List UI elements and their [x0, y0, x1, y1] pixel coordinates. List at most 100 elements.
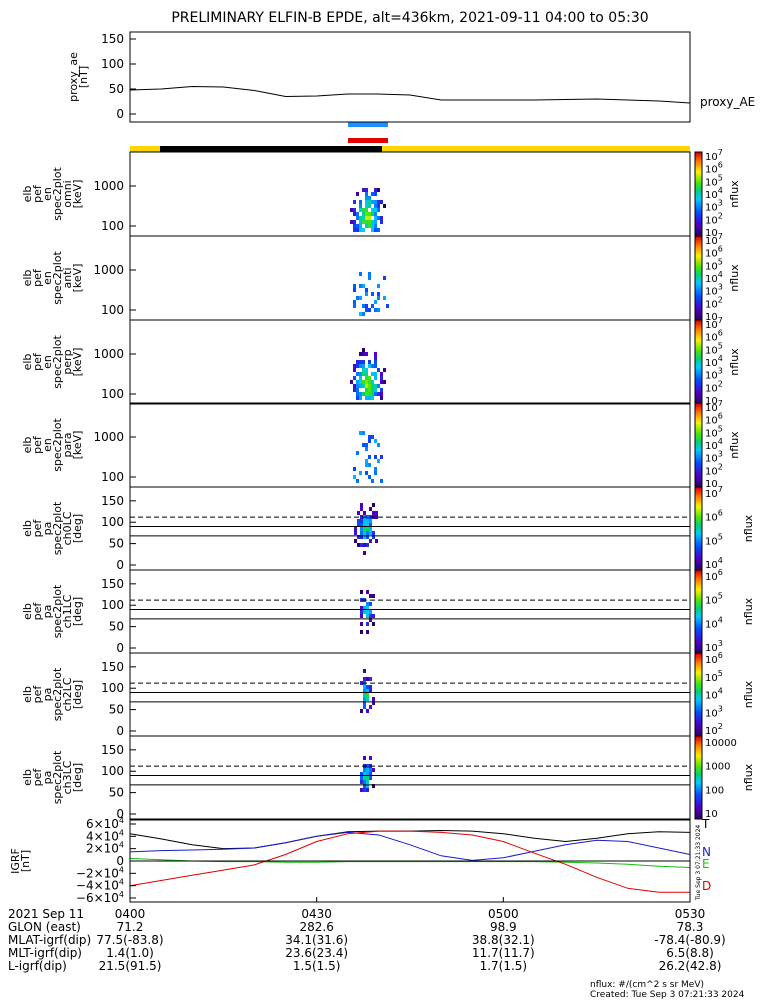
pitch-angle-frame [129, 652, 691, 737]
bfield-tick-label: 0 [116, 854, 124, 868]
spectrogram-cell [365, 463, 368, 467]
axis-label-line: elb [21, 270, 34, 287]
spectrogram-cell [383, 204, 386, 208]
spectrogram-cell [359, 284, 362, 288]
axis-label-line: [keV] [71, 431, 84, 460]
spectrogram-cell [368, 475, 371, 479]
axis-label-line: pef [31, 602, 44, 621]
spectrogram-cell [362, 284, 365, 288]
pitch-angle-cell [366, 602, 369, 606]
spectrogram-cell [362, 304, 365, 308]
colorbar-tick-label: 106 [705, 568, 723, 583]
spectrogram-cell [371, 396, 374, 400]
colorbar-cell [695, 665, 702, 669]
pitch-angle-cell [375, 539, 378, 543]
colorbar-cell [695, 794, 702, 797]
bfield-tick-label: −2×104 [76, 865, 124, 880]
colorbar-cell [695, 532, 702, 536]
spectrogram-cell [371, 372, 374, 376]
date-label: 2021 Sep 11 [8, 907, 84, 921]
colorbar-cell [695, 370, 702, 373]
pitch-angle-cell [369, 756, 372, 760]
colorbar-cell [695, 592, 702, 596]
spectrogram-cell [353, 364, 356, 368]
pitch-angle-cell [369, 685, 372, 689]
pitch-angle-cell [369, 705, 372, 709]
axis-label-line: [keV] [71, 180, 84, 209]
spectrogram-cell [359, 200, 362, 204]
spectrogram-cell [362, 392, 365, 396]
pitch-angle-cell [369, 776, 372, 780]
spectrogram-cell [356, 212, 359, 216]
spectrogram-cell [359, 228, 362, 232]
spectrogram-cell [374, 192, 377, 196]
colorbar-tick-label: 103 [705, 367, 723, 382]
colorbar-cell [695, 789, 702, 793]
colorbar-cell [695, 206, 702, 210]
colorbar-cell [695, 758, 702, 762]
ephemeris-value: 77.5(-83.8) [96, 933, 163, 947]
colorbar [694, 402, 703, 488]
pitch-angle-cell [363, 776, 366, 780]
colorbar-cell [695, 713, 702, 716]
colorbar-cell [695, 482, 702, 486]
time-tick-label: 0500 [488, 907, 519, 921]
pitch-angle-cell [372, 531, 375, 535]
ephemeris-value: 26.2(42.8) [659, 959, 722, 973]
colorbar-cell [695, 777, 702, 781]
spectrogram-cell [359, 364, 362, 368]
colorbar-cell [695, 385, 702, 388]
colorbar-cell [695, 309, 702, 313]
colorbar-cell [695, 727, 702, 731]
pitch-angle-tick-label: 150 [101, 494, 124, 508]
pitch-angle-tick-label: 150 [101, 743, 124, 757]
spectrogram-cell [356, 479, 359, 483]
spectrogram-frame [129, 235, 691, 321]
ephemeris-value: 6.5(8.8) [666, 946, 714, 960]
colorbar-tick-label: 105 [705, 592, 723, 607]
colorbar-cell [695, 644, 702, 648]
axis-label-line: proxy_ae [67, 52, 80, 102]
colorbar-cell [695, 586, 702, 590]
colorbar-tick-label: 104 [705, 437, 723, 452]
spectrogram-cell [380, 396, 383, 400]
pitch-angle-cell [363, 693, 366, 697]
pitch-angle-cell [366, 614, 369, 618]
colorbar-cell [695, 499, 702, 503]
spectrogram-cell [365, 308, 368, 312]
colorbar-cell [695, 626, 702, 629]
spectrogram-cell [359, 396, 362, 400]
colorbar-cell [695, 657, 702, 660]
axis-label-line: pef [31, 268, 44, 287]
spectrogram-cell [359, 216, 362, 220]
pitch-angle-cell [372, 594, 375, 598]
colorbar-cell [695, 621, 702, 625]
colorbar-cell [695, 403, 702, 406]
colorbar-cell [695, 470, 702, 473]
colorbar-tick-label: 106 [705, 412, 723, 427]
spectrogram-cell [377, 292, 380, 296]
pitch-angle-tick-label: 50 [109, 620, 124, 634]
spectrogram-cell [365, 384, 368, 388]
spectrogram-cell [362, 228, 365, 232]
colorbar-cell [695, 588, 702, 592]
spectrogram-cell [365, 368, 368, 372]
colorbar-cell [695, 434, 702, 438]
colorbar-cell [695, 653, 702, 656]
colorbar-cell [695, 509, 702, 513]
colorbar-label: nflux [728, 264, 741, 292]
colorbar-cell [695, 154, 702, 157]
colorbar-cell [695, 411, 702, 414]
colorbar-cell [695, 244, 702, 247]
created-vertical: Tue Sep 3 07:21:33 2024 [695, 825, 702, 901]
pitch-angle-cell [369, 772, 372, 776]
axis-label-line: spec2plot [51, 750, 64, 804]
colorbar-cell [695, 590, 702, 594]
axis-label-line: spec2plot [51, 167, 64, 221]
colorbar-cell [695, 324, 702, 327]
colorbar-cell [695, 551, 702, 554]
spectrogram-cell [359, 392, 362, 396]
spectrogram-cell [380, 380, 383, 384]
spectrogram-cell [380, 455, 383, 459]
axis-label-line: elb [21, 437, 34, 454]
